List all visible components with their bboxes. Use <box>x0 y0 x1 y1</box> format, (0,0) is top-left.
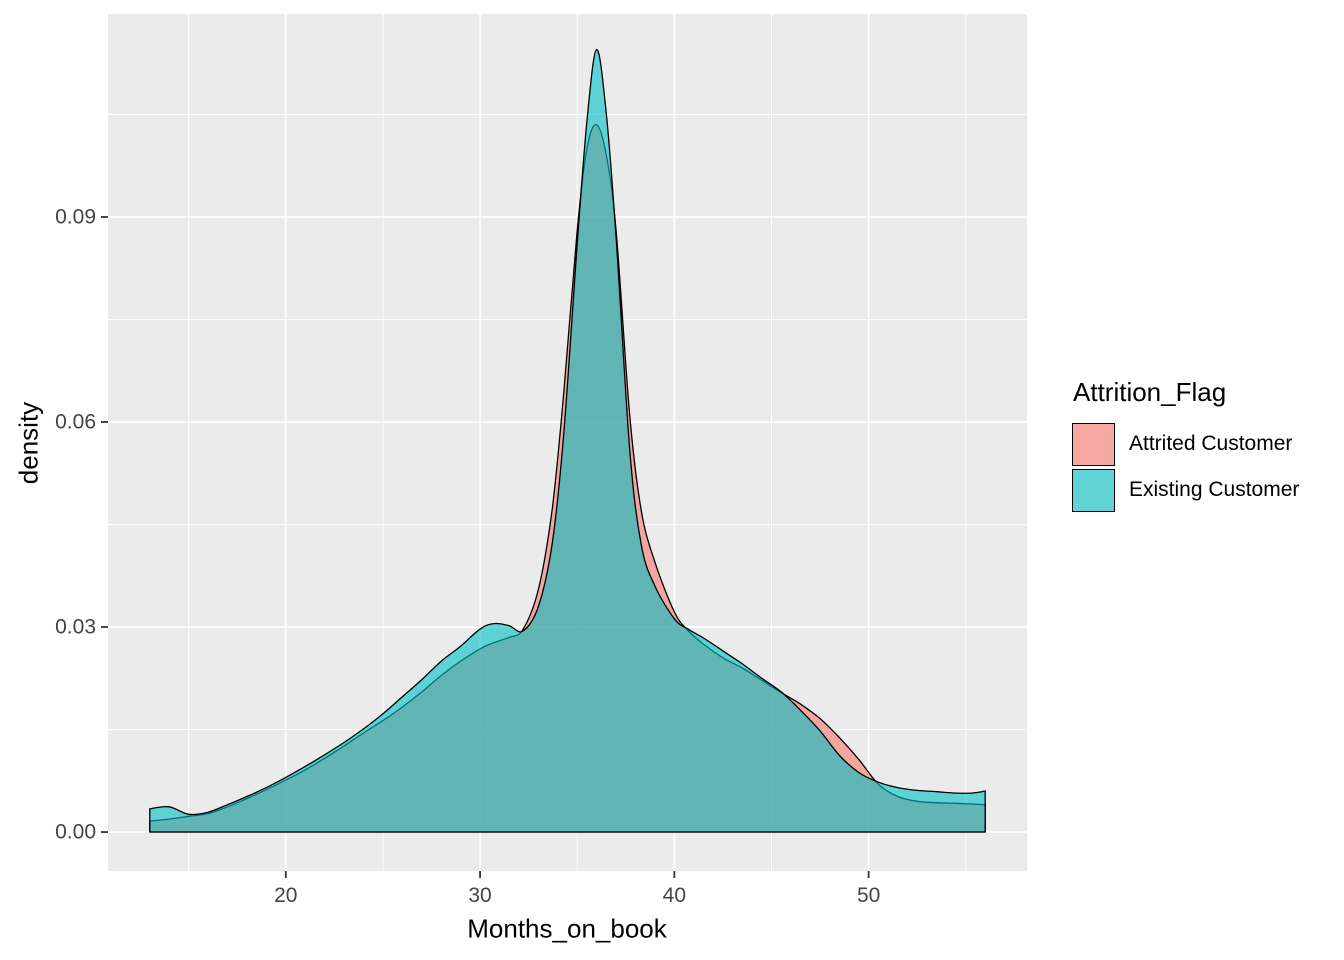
legend: Attrition_Flag Attrited Customer Existin… <box>1072 377 1299 514</box>
legend-item-attrited-customer: Attrited Customer <box>1072 422 1299 466</box>
x-tick-label-30: 30 <box>468 884 492 907</box>
y-tick-label-0.00: 0.00 <box>55 820 96 844</box>
y-tick-label-0.06: 0.06 <box>55 410 96 434</box>
y-tick-label-0.09: 0.09 <box>55 205 96 229</box>
x-tick-label-20: 20 <box>274 884 298 907</box>
legend-key-attrited-fill <box>1073 423 1114 465</box>
legend-key-attrited-swatch <box>1072 422 1115 466</box>
legend-label-existing: Existing Customer <box>1129 478 1300 501</box>
legend-label-attrited: Attrited Customer <box>1129 432 1293 455</box>
x-tick-label-50: 50 <box>856 884 881 907</box>
x-tick-label-40: 40 <box>662 884 687 907</box>
legend-key-existing-swatch <box>1072 468 1115 512</box>
y-axis-title: density <box>13 401 44 485</box>
legend-title: Attrition_Flag <box>1073 377 1227 407</box>
x-axis-title: Months_on_book <box>467 913 667 944</box>
y-tick-label-0.03: 0.03 <box>55 615 96 639</box>
legend-key-existing-fill <box>1073 469 1114 511</box>
density-curve-existing-customer <box>149 48 986 833</box>
legend-item-existing-customer: Existing Customer <box>1072 468 1299 512</box>
